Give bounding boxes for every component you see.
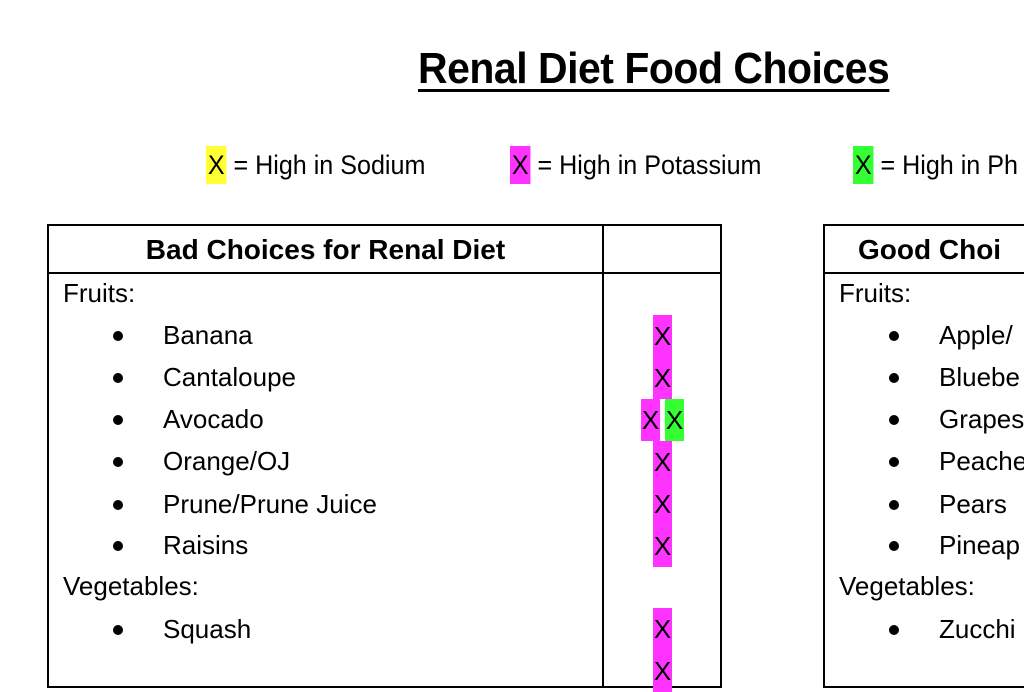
potassium-mark: X <box>653 608 672 650</box>
bullet-icon <box>113 372 123 383</box>
legend-potassium: X = High in Potassium <box>510 146 761 184</box>
food-name: Cantaloupe <box>163 362 296 392</box>
bullet-icon <box>889 624 899 635</box>
food-name: Raisins <box>163 530 249 560</box>
legend-label: = High in Sodium <box>233 150 426 180</box>
food-name: Pineap <box>939 530 1020 560</box>
potassium-mark: X <box>653 357 672 399</box>
food-name: Prune/Prune Juice <box>163 489 377 519</box>
food-name: Squash <box>163 614 252 644</box>
list-item: Bluebe <box>889 362 1020 393</box>
phosphorus-highlight-mark: X <box>853 146 874 184</box>
food-name: Orange/OJ <box>163 446 291 476</box>
food-name: Peache <box>939 446 1024 476</box>
bullet-icon <box>113 414 123 425</box>
food-name: Grapes <box>939 404 1024 434</box>
list-item: Apple/ <box>889 320 1013 351</box>
list-item: Prune/Prune Juice <box>113 489 377 520</box>
bad-choices-table: Bad Choices for Renal Diet Fruits: Banan… <box>47 224 722 692</box>
list-item: Avocado <box>113 404 264 435</box>
food-list-cell: Fruits: Apple/ Bluebe Grapes Peache <box>825 274 1024 686</box>
bullet-icon <box>113 330 123 341</box>
bullet-icon <box>889 372 899 383</box>
potassium-mark: X <box>653 525 672 567</box>
category-label: Fruits: <box>63 278 136 308</box>
list-item: Orange/OJ <box>113 446 290 477</box>
food-name: Avocado <box>163 404 264 434</box>
marks-cell: X X X X X X X X X <box>602 274 720 692</box>
potassium-mark: X <box>641 399 660 441</box>
table-header: Good Choi <box>858 234 1002 265</box>
good-choices-table: Good Choi Fruits: Apple/ Bluebe Grapes <box>823 224 1024 688</box>
list-item: Cantaloupe <box>113 362 296 393</box>
category-label: Vegetables: <box>839 571 975 601</box>
table-header-row: Good Choi <box>825 226 1024 274</box>
list-item: Pineap <box>889 530 1020 561</box>
list-item: Raisins <box>113 530 248 561</box>
bullet-icon <box>113 499 123 510</box>
sodium-highlight-mark: X <box>206 146 227 184</box>
bullet-icon <box>889 330 899 341</box>
potassium-highlight-mark: X <box>510 146 531 184</box>
table-body-row: Fruits: Banana Cantaloupe Avocado Orange… <box>49 274 720 692</box>
legend-phosphorus: X = High in Ph <box>853 146 1018 184</box>
potassium-mark: X <box>653 315 672 357</box>
table-body-row: Fruits: Apple/ Bluebe Grapes Peache <box>825 274 1024 686</box>
legend-label: = High in Potassium <box>537 150 762 180</box>
list-item: Zucchi <box>889 614 1016 645</box>
bullet-icon <box>113 540 123 551</box>
phosphorus-mark: X <box>665 399 684 441</box>
legend-label: = High in Ph <box>880 150 1018 180</box>
table-header-row: Bad Choices for Renal Diet <box>49 226 720 274</box>
food-name: Apple/ <box>939 320 1013 350</box>
potassium-mark: X <box>653 483 672 525</box>
list-item: Squash <box>113 614 251 645</box>
category-label: Vegetables: <box>63 571 199 601</box>
potassium-mark: X <box>653 441 672 483</box>
category-label: Fruits: <box>839 278 912 308</box>
bullet-icon <box>889 499 899 510</box>
bullet-icon <box>113 456 123 467</box>
food-name: Bluebe <box>939 362 1020 392</box>
bullet-icon <box>889 414 899 425</box>
food-name: Pears <box>939 489 1007 519</box>
list-item: Peache <box>889 446 1024 477</box>
list-item: Grapes <box>889 404 1024 435</box>
legend-sodium: X = High in Sodium <box>206 146 425 184</box>
table-header: Bad Choices for Renal Diet <box>145 234 506 265</box>
potassium-mark: X <box>653 650 672 692</box>
list-item: Banana <box>113 320 253 351</box>
food-list-cell: Fruits: Banana Cantaloupe Avocado Orange… <box>49 274 602 686</box>
table-header-marks <box>602 226 720 272</box>
bullet-icon <box>889 456 899 467</box>
list-item: Pears <box>889 489 1007 520</box>
bullet-icon <box>113 624 123 635</box>
food-name: Zucchi <box>939 614 1016 644</box>
food-name: Banana <box>163 320 253 350</box>
bullet-icon <box>889 540 899 551</box>
page-title: Renal Diet Food Choices <box>418 44 890 93</box>
